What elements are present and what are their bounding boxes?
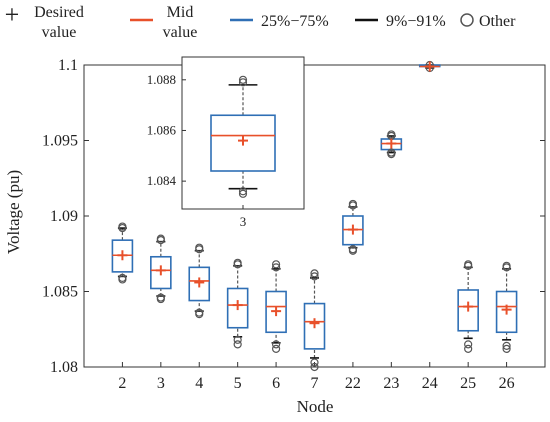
y-tick-label: 1.1 <box>58 57 78 74</box>
outlier-point-node-7 <box>310 358 319 367</box>
x-tick-label: 22 <box>345 375 361 392</box>
outlier-point-node-6 <box>271 340 281 349</box>
x-tick-label: 25 <box>460 375 476 392</box>
outlier-point-node-25 <box>464 344 473 353</box>
iqr-box-inset-node-3 <box>210 114 276 172</box>
inset-zoom-axes: 1.084 1.086 1.088 3 <box>147 56 305 229</box>
legend-mid-label-line1: Mid <box>167 4 194 21</box>
y-tick-label: 1.08 <box>50 359 78 376</box>
outlier-point-node-26 <box>502 344 511 353</box>
y-axis-label: Voltage (pu) <box>4 170 23 254</box>
outlier-point-node-26 <box>502 261 511 270</box>
x-tick-label: 24 <box>422 375 438 392</box>
outlier-point-node-26 <box>502 341 511 350</box>
x-axis-label: Node <box>297 397 334 416</box>
inset-x-tick-label: 3 <box>240 214 247 229</box>
x-tick-label: 6 <box>272 375 280 392</box>
outlier-point-node-2 <box>118 223 127 233</box>
outlier-point-node-25 <box>464 340 473 349</box>
outlier-point-inset-node-3 <box>238 78 248 87</box>
outlier-point-node-7 <box>310 362 319 372</box>
x-tick-label: 3 <box>157 375 165 392</box>
inset-y-tick-label: 1.086 <box>147 122 177 137</box>
outlier-point-node-22 <box>348 199 358 209</box>
inset-y-tick-label: 1.088 <box>147 72 176 87</box>
y-tick-label: 1.095 <box>42 133 78 150</box>
legend-other-marker <box>460 13 474 27</box>
outlier-point-node-23 <box>387 130 396 139</box>
outlier-point-node-23 <box>387 148 396 157</box>
outlier-point-node-3 <box>156 234 165 243</box>
main-plot-area <box>111 60 518 372</box>
legend-desired-marker: + <box>5 0 20 29</box>
outlier-point-node-5 <box>233 258 242 267</box>
outlier-point-node-4 <box>195 243 204 252</box>
x-tick-label: 7 <box>311 375 319 392</box>
legend-whisker-label: 9%−91% <box>386 13 446 30</box>
y-tick-label: 1.09 <box>50 208 78 225</box>
x-tick-label: 4 <box>195 375 203 392</box>
outlier-point-node-22 <box>348 245 358 254</box>
legend-iqr-label: 25%−75% <box>261 13 329 30</box>
outlier-point-node-6 <box>271 344 281 353</box>
outlier-point-inset-node-3 <box>238 75 248 84</box>
outlier-point-inset-node-3 <box>238 189 248 198</box>
x-tick-label: 5 <box>234 375 242 392</box>
legend-desired-label-line2: value <box>42 24 77 41</box>
legend-mid-label-line2: value <box>163 24 198 41</box>
outlier-point-inset-node-3 <box>238 187 248 196</box>
outlier-point-node-25 <box>464 260 473 269</box>
inset-y-tick-label: 1.084 <box>147 173 177 188</box>
outlier-point-node-3 <box>156 293 165 302</box>
outlier-point-node-7 <box>310 272 319 281</box>
outlier-point-node-2 <box>118 273 127 283</box>
x-tick-label: 26 <box>499 375 515 392</box>
x-tick-label: 23 <box>383 375 399 392</box>
legend-other-label: Other <box>479 13 516 30</box>
outlier-point-node-5 <box>233 340 242 349</box>
legend-desired-label-line1: Desired <box>34 4 84 21</box>
x-tick-label: 2 <box>118 375 126 392</box>
legend: + Desired value Mid value 25%−75% 9%−91% Other <box>5 0 516 41</box>
outlier-point-node-6 <box>271 263 281 272</box>
outlier-point-node-4 <box>195 308 204 317</box>
outlier-point-node-7 <box>310 269 319 278</box>
outlier-point-node-6 <box>271 260 281 269</box>
y-tick-label: 1.085 <box>42 284 78 301</box>
outlier-point-node-5 <box>233 335 242 344</box>
